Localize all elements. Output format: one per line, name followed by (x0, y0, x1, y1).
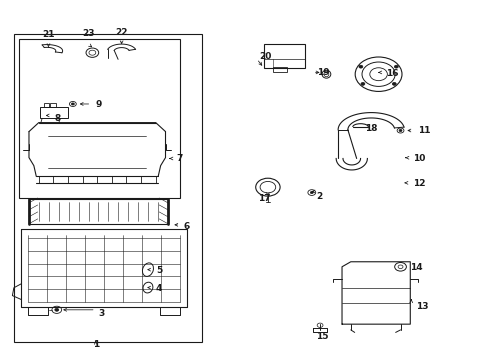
Circle shape (398, 130, 401, 132)
Text: 3: 3 (98, 309, 104, 318)
Text: 22: 22 (115, 28, 127, 37)
Text: 10: 10 (412, 154, 424, 163)
Circle shape (310, 192, 313, 194)
Circle shape (391, 82, 395, 85)
Text: 11: 11 (417, 126, 429, 135)
Text: 9: 9 (96, 100, 102, 109)
Text: 7: 7 (176, 154, 182, 163)
Text: 8: 8 (54, 114, 61, 123)
Text: 18: 18 (365, 123, 377, 132)
Text: 13: 13 (415, 302, 428, 311)
Text: 2: 2 (316, 192, 322, 201)
Text: 6: 6 (183, 222, 189, 231)
Circle shape (358, 65, 362, 68)
Text: 12: 12 (412, 179, 425, 188)
Bar (50, 103, 56, 107)
Text: 5: 5 (156, 266, 162, 275)
Text: 19: 19 (316, 68, 328, 77)
Text: 14: 14 (409, 264, 422, 273)
Bar (264, 44, 305, 68)
Text: 21: 21 (42, 31, 55, 40)
Text: 1: 1 (92, 340, 99, 349)
Circle shape (71, 103, 74, 105)
Text: 15: 15 (316, 332, 328, 341)
Circle shape (55, 309, 59, 311)
Circle shape (360, 82, 364, 85)
Text: 17: 17 (257, 194, 270, 203)
Text: 23: 23 (82, 29, 95, 38)
Bar (14, 34, 202, 342)
Circle shape (394, 65, 397, 68)
Text: 4: 4 (156, 284, 162, 293)
Bar (272, 67, 287, 72)
Bar (43, 103, 49, 107)
Bar (19, 40, 180, 198)
Text: 16: 16 (385, 69, 398, 78)
Text: 20: 20 (259, 52, 271, 61)
Bar (40, 107, 68, 118)
